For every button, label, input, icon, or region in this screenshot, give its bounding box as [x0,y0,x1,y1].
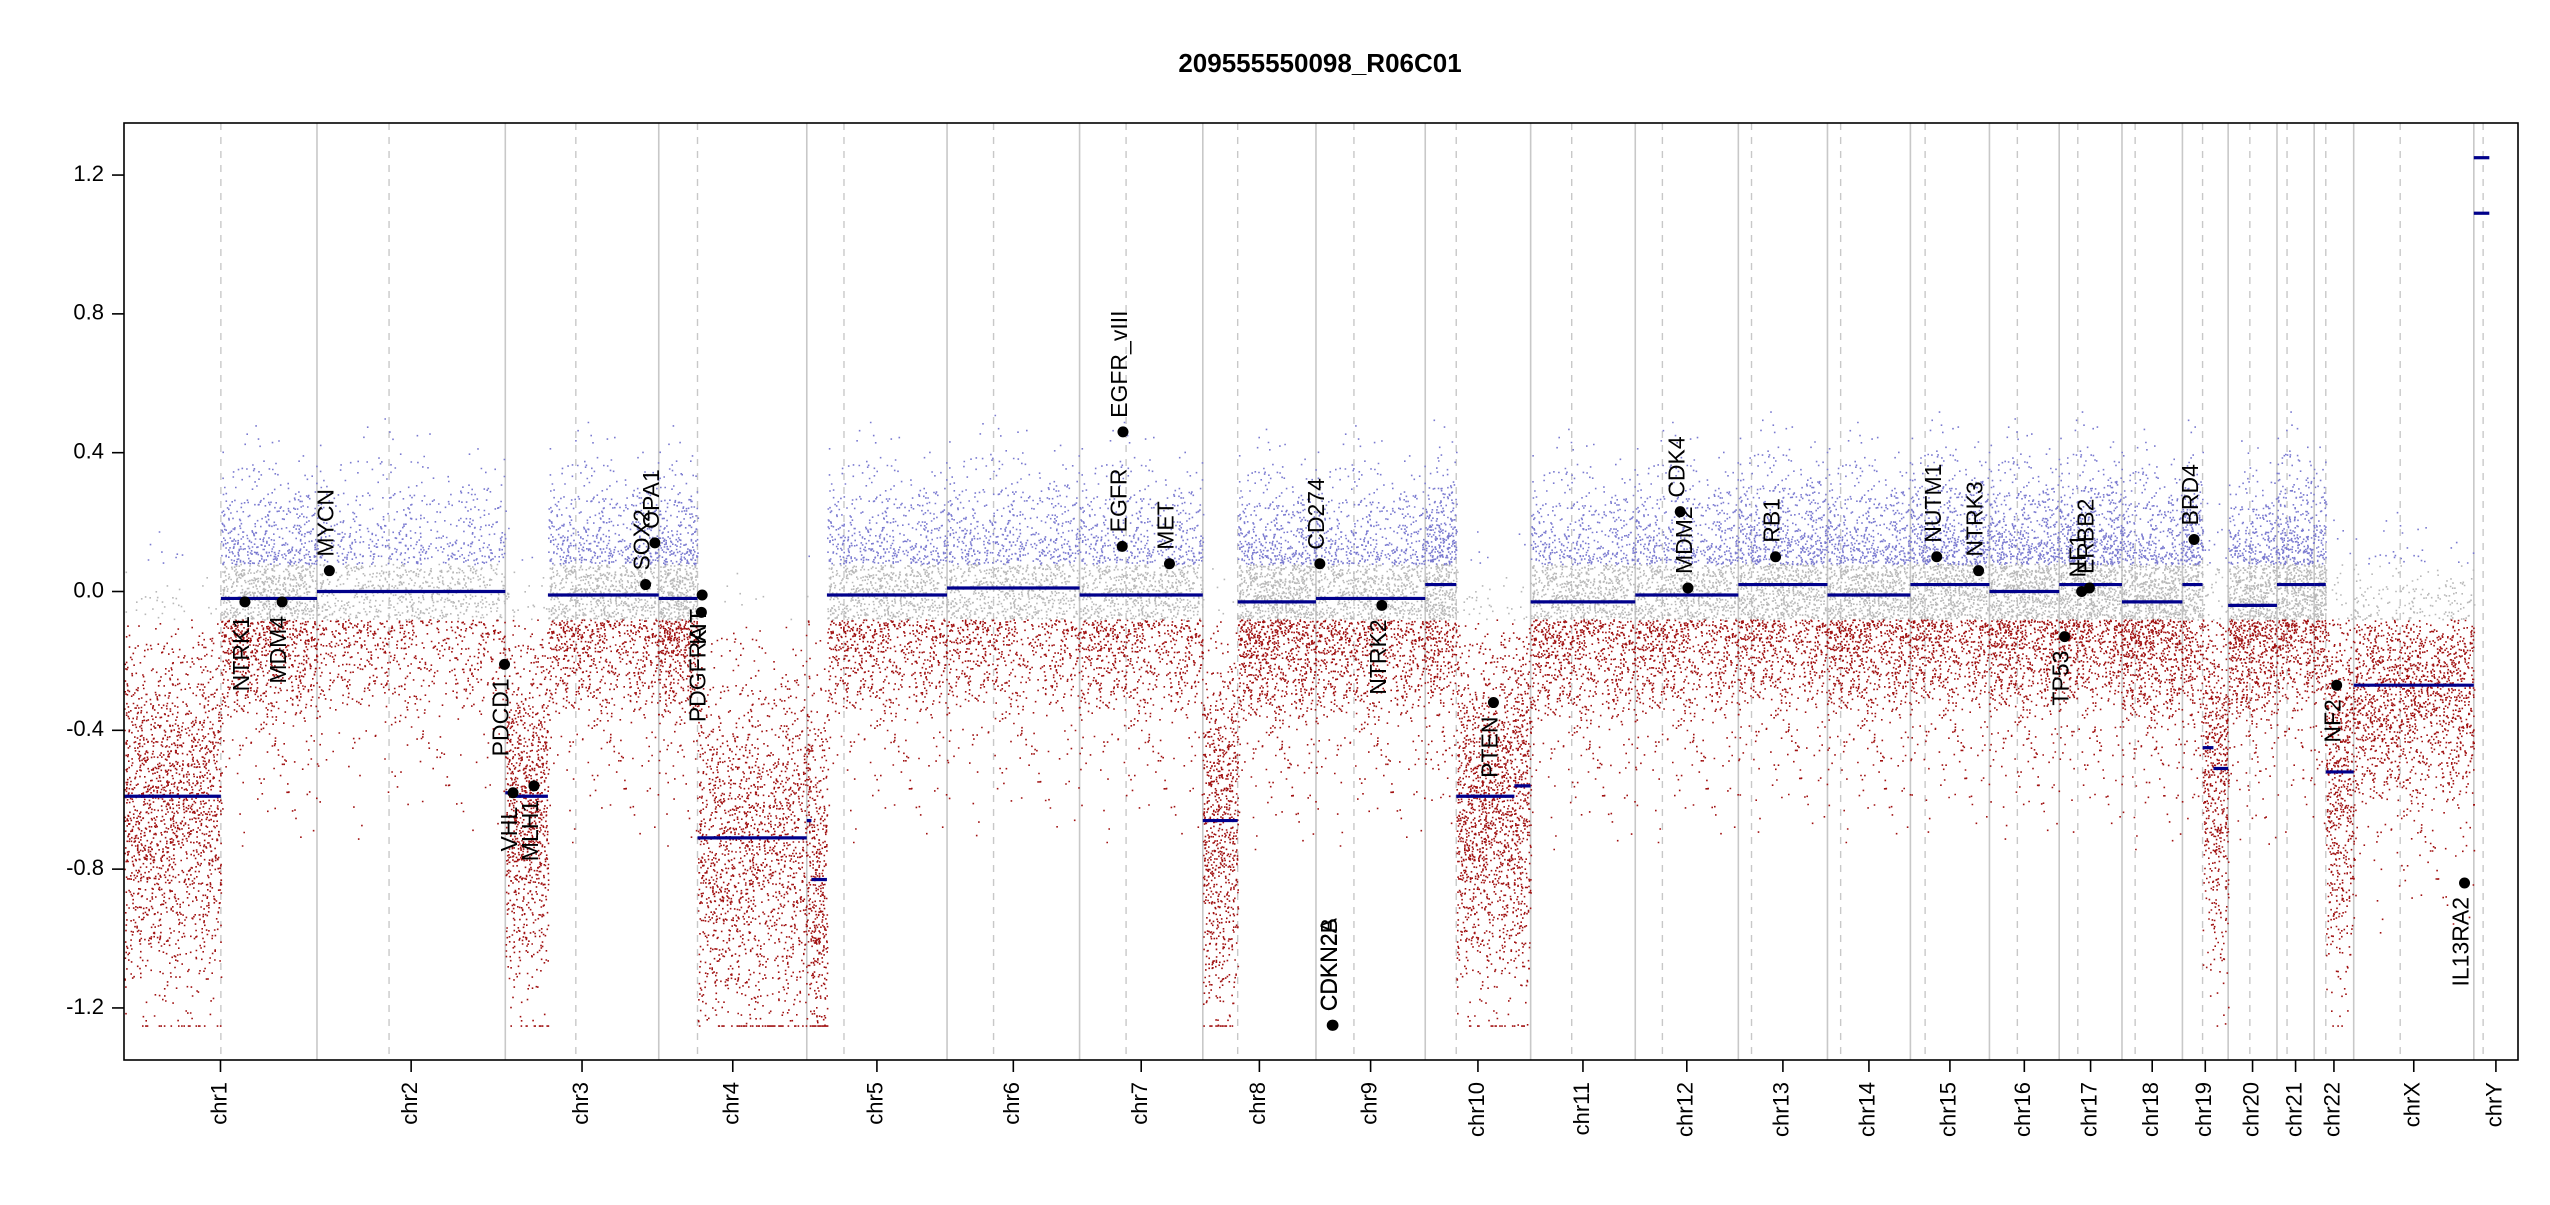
chromosome-label-chr6: chr6 [999,1082,1024,1125]
gene-point-CD274 [1314,558,1326,570]
y-tick-label: -0.4 [66,716,104,741]
gene-label-NF2: NF2 [2320,699,2346,742]
gene-point-MDM2 [1682,582,1694,594]
gene-label-RB1: RB1 [1759,498,1785,543]
gene-point-VHL [507,787,519,799]
gene-label-NTRK1: NTRK1 [228,616,254,691]
chromosome-label-chr8: chr8 [1245,1082,1270,1125]
chromosome-label-chr22: chr22 [2320,1082,2345,1137]
gene-point-KIT [696,589,708,601]
chromosome-label-chr3: chr3 [568,1082,593,1125]
gene-label-ERBB2: ERBB2 [2072,499,2098,574]
gene-point-EGFR_vIII [1117,426,1129,438]
gene-label-NF1: NF1 [2065,534,2091,577]
chromosome-label-chr15: chr15 [1936,1082,1961,1137]
gene-point-NTRK3 [1973,565,1985,577]
gene-markers: NTRK1 MDM4MYCNPDCD1VHLMLH1SOX2OPA1PDGFRAK… [228,311,2474,1031]
gene-label-PDGFRA: PDGFRA [684,626,710,723]
gene-point-NTRK1 [239,596,251,608]
gene-label-NUTM1: NUTM1 [1920,464,1946,543]
chromosome-label-chr20: chr20 [2238,1082,2263,1137]
chromosome-label-chr14: chr14 [1855,1082,1880,1137]
gene-point-EGFR [1116,540,1128,552]
gain-probe-points [147,411,2475,566]
chromosome-label-chr21: chr21 [2281,1082,2306,1137]
gene-label-VHL: VHL [496,807,522,852]
gene-label-PTEN: PTEN [1477,717,1503,778]
gene-label-PDCD1: PDCD1 [488,678,514,756]
gene-point-ERBB2 [2083,582,2095,594]
x-axis: chr1 chr2 chr3 chr4 chr5 chr6 chr7 chr8 chr9 chr1… [206,1060,2507,1137]
gene-point-MLH1 [528,780,540,792]
neutral-probe-points [125,563,2476,621]
y-tick-label: 0.0 [73,577,104,602]
gene-point-MET [1163,558,1175,570]
gene-label-EGFR: EGFR [1105,468,1131,532]
chromosome-label-chr13: chr13 [1769,1082,1794,1137]
gene-point-CDK4 [1674,506,1686,518]
chromosome-label-chr18: chr18 [2138,1082,2163,1137]
gene-label-EGFR_vIII: EGFR_vIII [1106,311,1132,418]
gene-label-CDK4: CDK4 [1663,436,1689,498]
gene-label-MDM4: MDM4 [265,616,291,684]
gene-point-PTEN [1487,697,1499,709]
gene-label-MDM2: MDM2 [1671,506,1697,574]
chromosome-label-chr17: chr17 [2076,1082,2101,1137]
chromosome-label-chr1: chr1 [206,1082,231,1125]
y-tick-label: -1.2 [66,994,104,1019]
gene-point-MDM4 [276,596,288,608]
gene-label-KIT: KIT [685,609,711,645]
y-tick-label: -0.8 [66,855,104,880]
gene-label-CDKN2B: CDKN2B [1316,918,1342,1011]
chromosome-label-chr12: chr12 [1673,1082,1698,1137]
chromosome-label-chrX: chrX [2400,1082,2425,1128]
y-tick-label: 1.2 [73,161,104,186]
gene-label-MLH1: MLH1 [517,800,543,861]
gene-point-TP53 [2059,631,2071,643]
gene-point-CDKN2B [1327,1019,1339,1031]
chromosome-label-chr19: chr19 [2191,1082,2216,1137]
chromosome-label-chr11: chr11 [1569,1082,1594,1135]
gene-point-NTRK2 [1376,599,1388,611]
gene-label-IL13RA2: IL13RA2 [2448,897,2474,987]
gene-point-SOX2 [640,579,652,591]
y-tick-label: 0.8 [73,300,104,325]
chromosome-label-chr4: chr4 [719,1082,744,1125]
chromosome-grid [220,123,2484,1060]
gene-label-CDKN2A: CDKN2A [1315,917,1341,1011]
gene-point-BRD4 [2188,533,2200,545]
chromosome-label-chr9: chr9 [1356,1082,1381,1125]
gene-label-CD274: CD274 [1303,478,1329,550]
gene-label-NTRK2: NTRK2 [1365,619,1391,694]
gene-label-TP53: TP53 [2048,651,2074,706]
chart-title: 209555550098_R06C01 [1178,48,1461,78]
chromosome-label-chr10: chr10 [1464,1082,1489,1137]
chromosome-label-chrY: chrY [2482,1082,2507,1128]
chromosome-label-chr2: chr2 [397,1082,422,1125]
gene-point-MYCN [323,565,335,577]
gene-label-BRD4: BRD4 [2177,464,2203,526]
segment-lines [124,156,2490,882]
chromosome-label-chr5: chr5 [863,1082,888,1125]
gene-label-MET: MET [1153,501,1179,550]
y-tick-label: 0.4 [73,438,104,463]
probe-points [124,411,2476,1027]
gene-label-OPA1: OPA1 [638,469,664,529]
gene-label-MYCN: MYCN [312,489,338,557]
gene-point-PDGFRA [695,606,707,618]
gene-point-OPA1 [649,537,661,549]
gene-point-IL13RA2 [2459,877,2471,889]
gene-point-NUTM1 [1931,551,1943,563]
chromosome-label-chr16: chr16 [2010,1082,2035,1137]
gene-label-NTRK3: NTRK3 [1962,481,1988,556]
chromosome-label-chr7: chr7 [1127,1082,1152,1125]
loss-probe-points [124,619,2476,1027]
gene-point-RB1 [1770,551,1782,563]
gene-point-PDCD1 [499,658,511,670]
y-axis: 1.2 0.8 0.4 0.0 -0.4 -0.8 -1.2 [66,161,124,1019]
gene-point-NF2 [2331,679,2343,691]
